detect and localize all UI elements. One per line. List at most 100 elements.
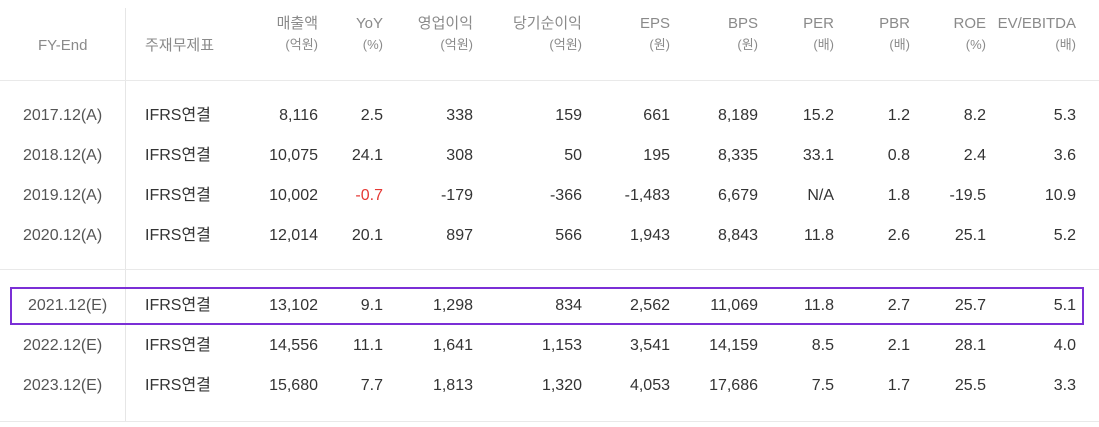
cell-fy: 2020.12(A) bbox=[23, 227, 103, 244]
cell-operating-income: 1,298 bbox=[432, 297, 473, 314]
cell-operating-income: 338 bbox=[446, 107, 473, 124]
cell-ev-ebitda: 3.6 bbox=[1053, 147, 1076, 164]
cell-per: 15.2 bbox=[802, 107, 834, 124]
cell-fs: IFRS연결 bbox=[145, 147, 211, 164]
cell-fy: 2019.12(A) bbox=[23, 187, 103, 204]
cell-operating-income: 308 bbox=[446, 147, 473, 164]
cell-operating-income: 897 bbox=[446, 227, 473, 244]
header-net-income: 당기순이익 (억원) bbox=[512, 15, 582, 52]
header-fy-end: FY-End bbox=[38, 37, 88, 54]
cell-roe: 25.7 bbox=[954, 297, 986, 314]
cell-fs: IFRS연결 bbox=[145, 227, 211, 244]
header-roe: ROE (%) bbox=[953, 15, 986, 52]
column-divider bbox=[125, 8, 126, 422]
cell-bps: 14,159 bbox=[709, 337, 758, 354]
cell-ev-ebitda: 5.1 bbox=[1053, 297, 1076, 314]
cell-net-income: 1,320 bbox=[541, 377, 582, 394]
header-per: PER (배) bbox=[803, 15, 834, 52]
cell-yoy: 7.7 bbox=[360, 377, 383, 394]
cell-eps: 3,541 bbox=[629, 337, 670, 354]
header-financial-statement: 주재무제표 bbox=[145, 37, 215, 54]
cell-yoy: 11.1 bbox=[353, 337, 383, 354]
cell-operating-income: 1,813 bbox=[432, 377, 473, 394]
cell-net-income: 1,153 bbox=[541, 337, 582, 354]
cell-revenue: 12,014 bbox=[269, 227, 318, 244]
cell-pbr: 1.8 bbox=[887, 187, 910, 204]
cell-bps: 17,686 bbox=[709, 377, 758, 394]
cell-eps: 2,562 bbox=[629, 297, 670, 314]
cell-yoy-negative: -0.7 bbox=[355, 187, 383, 204]
cell-fy: 2021.12(E) bbox=[28, 297, 108, 314]
cell-fy: 2023.12(E) bbox=[23, 377, 103, 394]
cell-roe: 25.1 bbox=[954, 227, 986, 244]
cell-pbr: 2.7 bbox=[887, 297, 910, 314]
cell-roe: 28.1 bbox=[954, 337, 986, 354]
cell-revenue: 8,116 bbox=[279, 107, 318, 124]
cell-bps: 6,679 bbox=[717, 187, 758, 204]
cell-ev-ebitda: 3.3 bbox=[1053, 377, 1076, 394]
section-divider bbox=[0, 269, 1099, 270]
cell-net-income: -366 bbox=[549, 187, 582, 204]
cell-operating-income: -179 bbox=[440, 187, 473, 204]
cell-per: 8.5 bbox=[811, 337, 834, 354]
table-row: 2020.12(A) IFRS연결 12,014 20.1 897 566 1,… bbox=[0, 216, 1099, 256]
cell-ev-ebitda: 5.2 bbox=[1053, 227, 1076, 244]
cell-revenue: 14,556 bbox=[269, 337, 318, 354]
cell-per: 11.8 bbox=[804, 297, 834, 314]
cell-net-income: 566 bbox=[555, 227, 582, 244]
cell-fs: IFRS연결 bbox=[145, 377, 211, 394]
cell-yoy: 2.5 bbox=[360, 107, 383, 124]
cell-per: N/A bbox=[807, 187, 834, 204]
cell-yoy: 24.1 bbox=[351, 147, 383, 164]
table-row: 2023.12(E) IFRS연결 15,680 7.7 1,813 1,320… bbox=[0, 366, 1099, 406]
header-bps: BPS (원) bbox=[727, 15, 758, 52]
table-bottom-border bbox=[0, 421, 1099, 422]
cell-eps: 661 bbox=[643, 107, 670, 124]
cell-ev-ebitda: 10.9 bbox=[1044, 187, 1076, 204]
header-pbr: PBR (배) bbox=[879, 15, 910, 52]
cell-fs: IFRS연결 bbox=[145, 337, 211, 354]
cell-per: 11.8 bbox=[804, 227, 834, 244]
cell-pbr: 2.6 bbox=[887, 227, 910, 244]
table-row: 2017.12(A) IFRS연결 8,116 2.5 338 159 661 … bbox=[0, 96, 1099, 136]
header-yoy: YoY (%) bbox=[356, 15, 383, 52]
cell-bps: 11,069 bbox=[710, 297, 758, 314]
cell-operating-income: 1,641 bbox=[432, 337, 473, 354]
cell-fs: IFRS연결 bbox=[145, 187, 211, 204]
cell-roe: 2.4 bbox=[963, 147, 986, 164]
cell-pbr: 0.8 bbox=[887, 147, 910, 164]
cell-fy: 2018.12(A) bbox=[23, 147, 103, 164]
cell-bps: 8,843 bbox=[717, 227, 758, 244]
cell-per: 33.1 bbox=[802, 147, 834, 164]
cell-revenue: 15,680 bbox=[269, 377, 318, 394]
cell-roe: -19.5 bbox=[949, 187, 986, 204]
table-row: 2019.12(A) IFRS연결 10,002 -0.7 -179 -366 … bbox=[0, 176, 1099, 216]
table-row-highlighted: 2021.12(E) IFRS연결 13,102 9.1 1,298 834 2… bbox=[0, 286, 1099, 326]
cell-bps: 8,189 bbox=[717, 107, 758, 124]
cell-fs: IFRS연결 bbox=[145, 107, 211, 124]
cell-roe: 25.5 bbox=[954, 377, 986, 394]
cell-ev-ebitda: 5.3 bbox=[1053, 107, 1076, 124]
cell-revenue: 10,002 bbox=[269, 187, 318, 204]
table-header: FY-End 주재무제표 매출액 (억원) YoY (%) 영업이익 (억원) 당기순… bbox=[0, 14, 1099, 66]
cell-yoy: 20.1 bbox=[351, 227, 383, 244]
cell-yoy: 9.1 bbox=[360, 297, 383, 314]
cell-net-income: 834 bbox=[555, 297, 582, 314]
cell-pbr: 1.7 bbox=[887, 377, 910, 394]
cell-fy: 2022.12(E) bbox=[23, 337, 103, 354]
cell-eps: -1,483 bbox=[624, 187, 670, 204]
cell-fy: 2017.12(A) bbox=[23, 107, 103, 124]
highlight-box bbox=[10, 287, 1084, 325]
header-divider bbox=[0, 80, 1099, 81]
cell-pbr: 2.1 bbox=[887, 337, 910, 354]
cell-net-income: 50 bbox=[564, 147, 582, 164]
header-ev-ebitda: EV/EBITDA (배) bbox=[997, 15, 1076, 52]
cell-roe: 8.2 bbox=[963, 107, 986, 124]
cell-eps: 4,053 bbox=[629, 377, 670, 394]
cell-bps: 8,335 bbox=[717, 147, 758, 164]
cell-ev-ebitda: 4.0 bbox=[1053, 337, 1076, 354]
cell-net-income: 159 bbox=[555, 107, 582, 124]
header-eps: EPS (원) bbox=[639, 15, 670, 52]
cell-eps: 195 bbox=[643, 147, 670, 164]
